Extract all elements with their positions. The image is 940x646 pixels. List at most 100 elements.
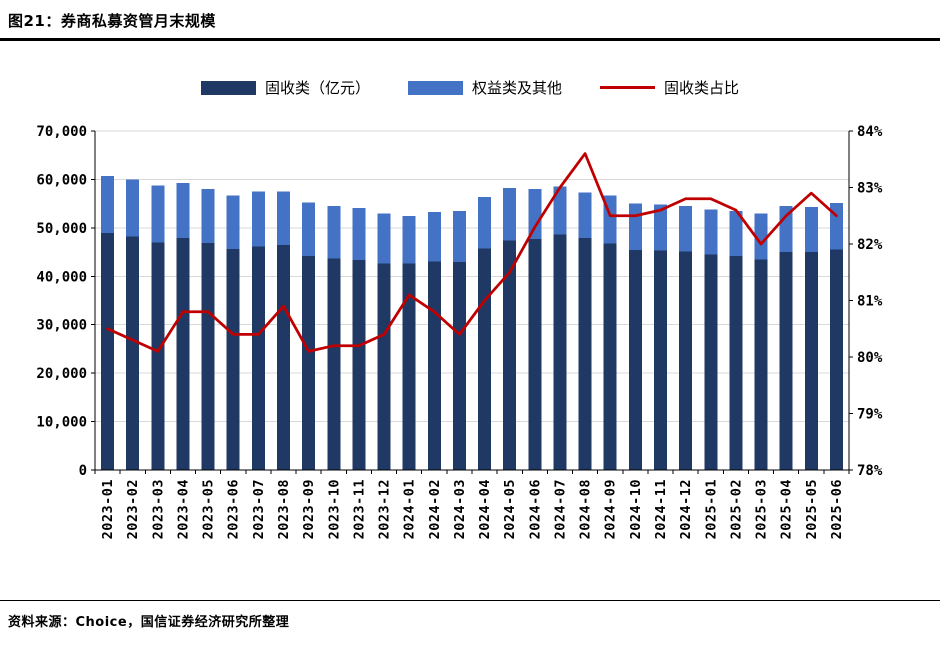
x-axis-label: 2023-10 [326, 479, 342, 539]
right-axis-label: 80% [857, 350, 883, 366]
y-axis-label: 10,000 [36, 415, 87, 431]
y-axis-label: 50,000 [36, 221, 87, 237]
bar-fixed-income [352, 259, 366, 470]
bar-equity-other [151, 185, 165, 243]
bar-fixed-income [201, 242, 215, 470]
bar-fixed-income [754, 259, 768, 470]
bar-fixed-income [452, 261, 466, 470]
legend-label-fixed-income: 固收类（亿元） [264, 79, 370, 97]
x-axis-label: 2024-05 [502, 479, 518, 539]
y-axis-label: 0 [79, 463, 87, 479]
right-axis-label: 83% [857, 181, 883, 197]
x-axis-label: 2025-06 [829, 479, 845, 539]
x-axis-label: 2024-11 [653, 479, 669, 539]
bar-fixed-income [528, 238, 542, 470]
ratio-line-swatch [600, 86, 655, 89]
x-axis-label: 2023-05 [201, 479, 217, 539]
x-axis-label: 2024-10 [628, 479, 644, 539]
x-axis-label: 2024-08 [578, 479, 594, 539]
bar-fixed-income [779, 252, 793, 470]
right-axis-label: 81% [857, 294, 883, 310]
y-axis-label: 60,000 [36, 172, 87, 188]
equity-other-swatch [407, 80, 463, 95]
bar-equity-other [352, 208, 366, 260]
bar-equity-other [126, 179, 140, 237]
bar-equity-other [704, 209, 718, 255]
bar-fixed-income [578, 238, 592, 470]
x-axis-label: 2024-06 [527, 479, 543, 539]
y-axis-label: 30,000 [36, 318, 87, 334]
bar-fixed-income [327, 258, 341, 470]
figure-title: 图21：券商私募资管月末规模 [8, 12, 216, 30]
bar-fixed-income [628, 250, 642, 470]
x-axis-label: 2023-03 [150, 479, 166, 539]
right-axis-label: 84% [857, 124, 883, 140]
bar-fixed-income [729, 255, 743, 470]
x-axis-label: 2024-02 [427, 479, 443, 539]
bar-fixed-income [402, 263, 416, 470]
x-axis-label: 2024-04 [477, 479, 493, 539]
legend-item-ratio: 固收类占比 [600, 77, 739, 98]
fixed-income-swatch [200, 80, 256, 95]
combo-chart: 2023-01 2023-02 2023-03 2023-04 2023-05 2023-… [36, 124, 883, 539]
bar-equity-other [829, 203, 843, 250]
figure-footer: 资料来源：Choice，国信证券经济研究所整理 [0, 600, 940, 630]
x-axis-label: 2024-09 [603, 479, 619, 539]
bar-fixed-income [704, 254, 718, 470]
bar-equity-other [302, 202, 316, 256]
bar-equity-other [654, 204, 667, 251]
x-axis-label: 2023-02 [125, 479, 141, 539]
bar-equity-other [628, 203, 642, 251]
bar-equity-other [101, 176, 115, 234]
bar-fixed-income [251, 246, 265, 470]
x-axis-label: 2024-01 [402, 479, 418, 539]
source-note: 资料来源：Choice，国信证券经济研究所整理 [8, 615, 290, 630]
bar-fixed-income [151, 242, 165, 470]
bar-fixed-income [829, 249, 843, 470]
y-axis-label: 20,000 [36, 366, 87, 382]
bar-fixed-income [553, 234, 567, 470]
bar-fixed-income [176, 238, 190, 470]
bar-equity-other [578, 192, 592, 239]
x-axis-label: 2024-03 [452, 479, 468, 539]
bar-equity-other [402, 215, 416, 264]
right-axis-label: 78% [857, 463, 883, 479]
bar-fixed-income [277, 244, 290, 470]
x-axis-label: 2023-09 [301, 479, 317, 539]
x-axis-label: 2023-04 [175, 479, 191, 539]
bar-equity-other [201, 189, 215, 243]
x-axis-label: 2023-06 [226, 479, 242, 539]
x-axis-label: 2025-01 [703, 479, 719, 539]
bar-fixed-income [427, 261, 441, 470]
bar-equity-other [377, 213, 391, 264]
bar-equity-other [528, 189, 542, 239]
bar-fixed-income [654, 250, 667, 470]
x-axis-label: 2024-12 [678, 479, 694, 539]
bar-fixed-income [101, 233, 115, 470]
bar-fixed-income [478, 248, 492, 470]
right-axis-label: 79% [857, 407, 883, 423]
bar-equity-other [427, 211, 441, 262]
x-axis-label: 2023-11 [351, 479, 367, 539]
bar-equity-other [327, 206, 341, 259]
bar-equity-other [478, 196, 492, 249]
bar-fixed-income [126, 236, 140, 470]
figure-header: 图21：券商私募资管月末规模 [0, 0, 940, 41]
bar-equity-other [553, 186, 567, 235]
x-axis-label: 2023-12 [377, 479, 393, 539]
bar-fixed-income [503, 240, 517, 470]
x-axis-label: 2023-01 [100, 479, 116, 539]
bar-equity-other [176, 182, 190, 239]
legend-label-equity-other: 权益类及其他 [471, 79, 562, 97]
legend-item-equity-other: 权益类及其他 [407, 77, 562, 98]
chart-legend: 固收类（亿元） 权益类及其他 固收类占比 [0, 77, 940, 98]
bar-fixed-income [377, 263, 391, 470]
bar-equity-other [804, 207, 818, 253]
x-axis-label: 2024-07 [552, 479, 568, 539]
bar-fixed-income [603, 243, 617, 470]
bar-equity-other [226, 195, 240, 250]
x-axis-label: 2025-04 [779, 479, 795, 539]
legend-item-fixed-income: 固收类（亿元） [200, 77, 370, 98]
x-axis-label: 2023-07 [251, 479, 267, 539]
